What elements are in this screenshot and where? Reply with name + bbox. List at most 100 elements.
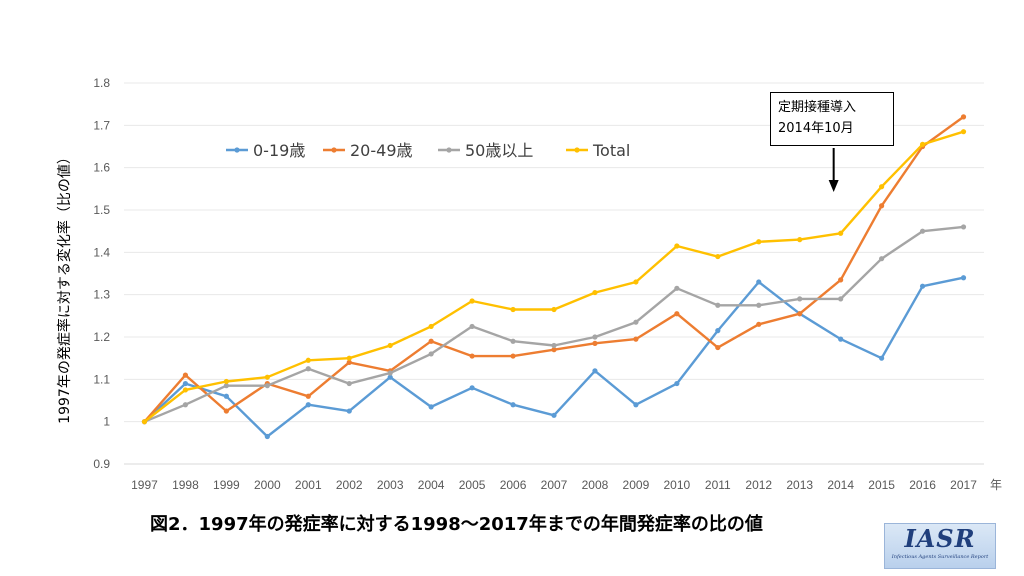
y-tick-label: 1.4: [93, 245, 110, 259]
data-point: [223, 383, 229, 389]
data-point: [756, 279, 762, 285]
annotation-box: 定期接種導入 2014年10月: [770, 92, 894, 146]
data-point: [756, 321, 762, 327]
x-tick-label: 2007: [541, 478, 568, 492]
legend-marker: [446, 147, 452, 153]
y-tick-label: 0.9: [93, 457, 110, 471]
data-point: [182, 372, 189, 378]
data-point: [592, 334, 598, 340]
data-point: [715, 344, 721, 351]
data-point: [510, 402, 516, 408]
legend-entry: 20-49歳: [323, 141, 413, 160]
x-axis-unit: 年: [990, 478, 1002, 492]
data-point: [919, 283, 926, 289]
data-point: [264, 433, 270, 440]
series-20-49歳: [141, 114, 967, 425]
y-axis-ticks: 0.9 1 1.1 1.2 1.3 1.4 1.5 1.6 1.7 1.8: [93, 76, 110, 471]
data-point: [551, 412, 557, 418]
legend-label: 50歳以上: [465, 141, 533, 160]
data-point: [838, 336, 844, 342]
data-point: [305, 402, 311, 408]
data-point: [346, 408, 352, 414]
y-tick-label: 1.7: [93, 118, 110, 132]
data-point: [960, 275, 967, 281]
data-point: [428, 351, 434, 357]
arrow-head: [828, 180, 839, 192]
data-point: [141, 419, 148, 425]
x-tick-label: 2010: [664, 478, 691, 492]
legend-label: Total: [592, 141, 630, 160]
y-axis-title: 1997年の発症率に対する変化率（比の値）: [56, 150, 73, 424]
x-tick-label: 2012: [745, 478, 772, 492]
data-point: [346, 355, 352, 361]
data-point: [797, 296, 803, 302]
x-tick-label: 1998: [172, 478, 199, 492]
legend-marker: [574, 147, 580, 153]
data-point: [633, 402, 639, 408]
data-point: [674, 285, 680, 291]
data-point: [182, 402, 189, 408]
data-point: [797, 311, 803, 317]
x-tick-label: 2000: [254, 478, 281, 492]
data-point: [223, 393, 229, 399]
data-point: [756, 239, 762, 245]
x-tick-label: 2011: [705, 478, 731, 492]
data-point: [305, 366, 311, 372]
data-point: [715, 302, 721, 308]
data-point: [715, 328, 721, 334]
data-point: [469, 353, 475, 359]
x-tick-label: 2015: [868, 478, 895, 492]
data-point: [674, 243, 680, 249]
data-point: [633, 319, 639, 325]
data-point: [551, 342, 557, 349]
data-point: [960, 224, 967, 230]
data-point: [674, 380, 680, 387]
data-point: [879, 256, 885, 262]
x-tick-label: 1999: [213, 478, 240, 492]
x-tick-label: 2008: [582, 478, 609, 492]
data-point: [428, 323, 434, 330]
data-point: [879, 203, 885, 209]
data-point: [879, 355, 885, 361]
data-point: [592, 368, 598, 374]
data-point: [592, 340, 598, 346]
data-point: [469, 323, 475, 330]
series-layer: [141, 114, 967, 440]
data-point: [346, 380, 352, 387]
data-point: [797, 237, 803, 243]
legend-entry: 0-19歳: [226, 141, 305, 160]
y-tick-label: 1: [103, 415, 110, 429]
data-point: [510, 306, 516, 313]
x-tick-label: 2009: [623, 478, 650, 492]
annotation-arrow: [828, 148, 839, 192]
series-line: [144, 225, 964, 423]
data-point: [756, 302, 762, 308]
data-point: [264, 383, 270, 389]
data-point: [469, 385, 475, 391]
data-point: [960, 129, 967, 135]
legend-entry: 50歳以上: [438, 141, 533, 160]
data-point: [633, 336, 639, 342]
series-line: [143, 276, 964, 438]
x-tick-label: 2017: [950, 478, 977, 492]
annotation-line-1: 定期接種導入: [778, 100, 857, 115]
annotation-line-2: 2014年10月: [778, 121, 854, 136]
legend-label: 20-49歳: [350, 141, 413, 160]
data-point: [428, 338, 434, 344]
data-point: [223, 378, 229, 385]
data-point: [919, 228, 926, 234]
data-point: [387, 370, 393, 376]
data-point: [387, 342, 393, 349]
logo-sub-text: Infectious Agents Surveillance Report: [891, 554, 989, 560]
x-tick-label: 2002: [336, 478, 363, 492]
x-tick-label: 2006: [500, 478, 527, 492]
iasr-logo: IASR Infectious Agents Surveillance Repo…: [884, 523, 996, 569]
data-point: [879, 184, 885, 190]
data-point: [223, 408, 229, 414]
data-point: [592, 289, 598, 296]
y-tick-label: 1.8: [93, 76, 110, 90]
data-point: [469, 298, 475, 304]
data-point: [510, 338, 516, 344]
